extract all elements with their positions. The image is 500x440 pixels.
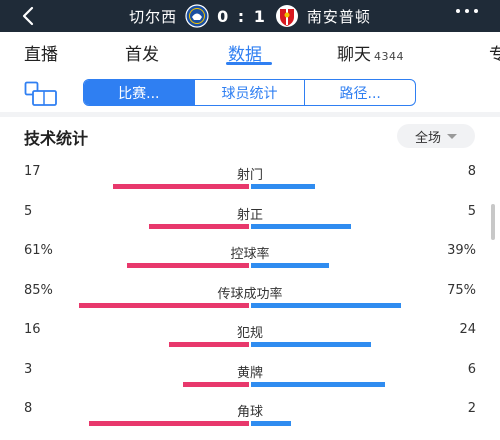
stat-away-value: 24: [459, 322, 476, 337]
stat-home-value: 3: [24, 361, 33, 377]
match-header: 切尔西 0 : 1 南安普顿: [0, 0, 500, 32]
stat-home-bar: [169, 342, 249, 347]
stat-away-bar: [251, 381, 385, 387]
stat-row: 3 黄牌 6: [0, 362, 500, 396]
stat-name: 传球成功率: [217, 286, 283, 302]
sub-navigation: 比赛... 球员统计 路径...: [0, 74, 500, 114]
tab-chat-label: 聊天: [337, 45, 371, 65]
tab-live[interactable]: 直播: [24, 45, 58, 65]
stat-away-bar: [251, 421, 291, 426]
stat-row: 5 射正 5: [0, 204, 500, 238]
back-arrow-icon[interactable]: [20, 6, 36, 26]
stat-row: 61% 控球率 39%: [0, 243, 500, 277]
stat-name: 射正: [236, 207, 263, 223]
stat-away-bar: [251, 223, 351, 229]
stat-home-bar: [79, 302, 249, 308]
stat-away-value: 5: [467, 203, 476, 219]
match-summary: 切尔西 0 : 1 南安普顿: [0, 0, 500, 32]
stat-name: 控球率: [230, 247, 270, 262]
stat-home-value: 17: [24, 164, 41, 179]
stat-away-value: 75%: [447, 282, 476, 298]
segment-match-stats[interactable]: 比赛...: [84, 80, 194, 105]
stat-row: 16 犯规 24: [0, 322, 500, 356]
away-team-name[interactable]: 南安普顿: [306, 7, 371, 26]
stat-away-bar: [251, 263, 329, 268]
more-options-icon[interactable]: [456, 9, 478, 13]
stat-home-value: 16: [24, 322, 41, 337]
stat-away-bar: [251, 184, 315, 189]
stat-away-value: 39%: [447, 243, 476, 258]
segment-player-stats[interactable]: 球员统计: [193, 80, 305, 105]
tab-chat[interactable]: 聊天 4344: [337, 40, 404, 65]
section-divider: [0, 112, 500, 117]
stat-row: 17 射门 8: [0, 164, 500, 198]
tab-special[interactable]: 专: [489, 45, 500, 65]
stat-home-value: 5: [24, 203, 33, 219]
stat-name: 黄牌: [236, 365, 263, 381]
stat-name: 角球: [236, 405, 263, 420]
active-tab-indicator: [226, 62, 272, 65]
stat-home-value: 61%: [24, 243, 53, 258]
stat-home-value: 85%: [24, 282, 53, 298]
tab-bar: 直播 首发 数据 聊天 4344 专: [0, 32, 500, 70]
stat-row: 85% 传球成功率 75%: [0, 283, 500, 317]
tab-lineup[interactable]: 首发: [125, 45, 159, 65]
score: 0 : 1: [217, 6, 267, 26]
scrollbar[interactable]: [491, 204, 495, 240]
home-team-name[interactable]: 切尔西: [129, 7, 178, 26]
stat-home-bar: [183, 381, 249, 387]
stat-away-value: 6: [467, 361, 476, 377]
stat-home-bar: [127, 263, 249, 268]
stats-section-title: 技术统计: [24, 129, 89, 148]
stat-name: 射门: [236, 168, 263, 183]
away-team-crest-icon[interactable]: [275, 4, 299, 28]
period-dropdown[interactable]: 全场: [397, 124, 475, 148]
stat-away-value: 8: [467, 164, 476, 179]
home-team-crest-icon[interactable]: [185, 4, 209, 28]
stat-away-bar: [251, 302, 401, 308]
chevron-down-icon: [447, 133, 457, 139]
layout-switch-icon[interactable]: [24, 81, 58, 107]
period-dropdown-value: 全场: [414, 130, 441, 146]
stat-away-bar: [251, 342, 371, 347]
tab-data[interactable]: 数据: [228, 45, 262, 65]
chat-count: 4344: [374, 50, 404, 63]
stats-segment-control: 比赛... 球员统计 路径...: [83, 79, 416, 106]
segment-paths[interactable]: 路径...: [304, 80, 415, 105]
stat-away-value: 2: [467, 401, 476, 416]
stat-home-value: 8: [24, 401, 33, 416]
stat-row: 8 角球 2: [0, 401, 500, 435]
stat-home-bar: [113, 184, 249, 189]
stat-home-bar: [89, 421, 249, 426]
stat-home-bar: [149, 223, 249, 229]
stat-name: 犯规: [236, 326, 263, 341]
